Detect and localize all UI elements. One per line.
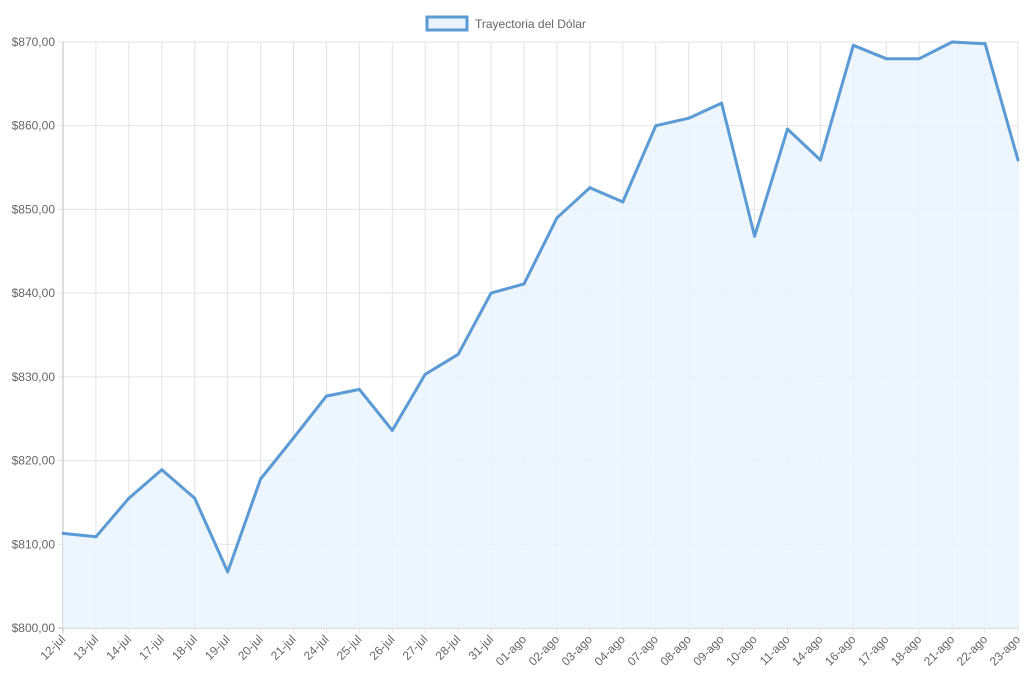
x-tick-label: 27-jul	[400, 632, 431, 663]
legend-label: Trayectoria del Dólar	[475, 17, 586, 31]
data-point[interactable]	[687, 116, 691, 120]
y-tick-label: $830,00	[12, 370, 56, 384]
x-tick-label: 17-ago	[855, 632, 892, 669]
data-point[interactable]	[884, 57, 888, 61]
data-point[interactable]	[753, 234, 757, 238]
data-point[interactable]	[1016, 158, 1020, 162]
data-point[interactable]	[94, 535, 98, 539]
x-tick-label: 08-ago	[657, 632, 694, 669]
x-tick-label: 13-jul	[70, 632, 101, 663]
data-point[interactable]	[226, 570, 230, 574]
data-point[interactable]	[489, 291, 493, 295]
x-tick-label: 02-ago	[526, 632, 563, 669]
x-tick-label: 18-jul	[169, 632, 200, 663]
x-tick-label: 14-jul	[103, 632, 134, 663]
data-point[interactable]	[785, 127, 789, 131]
x-tick-label: 19-jul	[202, 632, 233, 663]
data-point[interactable]	[292, 436, 296, 440]
x-tick-label: 21-ago	[921, 632, 958, 669]
data-point[interactable]	[621, 200, 625, 204]
data-point[interactable]	[720, 101, 724, 105]
data-point[interactable]	[818, 158, 822, 162]
y-tick-label: $820,00	[12, 454, 56, 468]
x-tick-label: 31-jul	[466, 632, 497, 663]
x-tick-label: 14-ago	[789, 632, 826, 669]
x-tick-label: 01-ago	[493, 632, 530, 669]
x-tick-label: 03-ago	[559, 632, 596, 669]
data-point[interactable]	[522, 282, 526, 286]
data-point[interactable]	[357, 387, 361, 391]
y-tick-label: $870,00	[12, 35, 56, 49]
data-point[interactable]	[456, 352, 460, 356]
y-tick-label: $860,00	[12, 119, 56, 133]
x-tick-label: 20-jul	[235, 632, 266, 663]
x-tick-label: 28-jul	[433, 632, 464, 663]
x-tick-label: 26-jul	[367, 632, 398, 663]
y-tick-label: $810,00	[12, 537, 56, 551]
series-area-fill	[63, 42, 1018, 628]
series-line	[62, 40, 1020, 574]
y-tick-label: $840,00	[12, 286, 56, 300]
data-point[interactable]	[390, 428, 394, 432]
x-axis-ticks: 12-jul 13-jul 14-jul 17-jul 18-jul 19-jul 20-j…	[37, 632, 1023, 669]
x-tick-label: 21-jul	[268, 632, 299, 663]
legend[interactable]: Trayectoria del Dólar	[425, 15, 586, 32]
x-tick-label: 23-ago	[987, 632, 1024, 669]
x-tick-label: 11-ago	[757, 632, 793, 668]
data-point[interactable]	[324, 394, 328, 398]
legend-swatch	[425, 15, 469, 32]
x-tick-label: 24-jul	[301, 632, 332, 663]
x-tick-label: 18-ago	[888, 632, 925, 669]
y-tick-label: $850,00	[12, 202, 56, 216]
y-axis-ticks: $800,00 $810,00 $820,00 $830,00 $840,00 $850,…	[12, 35, 56, 635]
data-point[interactable]	[917, 57, 921, 61]
y-tick-label: $800,00	[12, 621, 56, 635]
data-point[interactable]	[555, 216, 559, 220]
data-point[interactable]	[259, 477, 263, 481]
x-tick-label: 07-ago	[625, 632, 662, 669]
x-tick-label: 04-ago	[592, 632, 629, 669]
data-point[interactable]	[654, 124, 658, 128]
data-point[interactable]	[160, 468, 164, 472]
data-point[interactable]	[127, 496, 131, 500]
x-tick-label: 16-ago	[822, 632, 859, 669]
data-point[interactable]	[193, 496, 197, 500]
data-point[interactable]	[588, 186, 592, 190]
x-tick-label: 17-jul	[136, 632, 167, 663]
data-point[interactable]	[983, 42, 987, 46]
data-point[interactable]	[61, 531, 65, 535]
x-tick-label: 22-ago	[954, 632, 991, 669]
x-tick-label: 12-jul	[37, 632, 68, 663]
x-tick-label: 25-jul	[334, 632, 365, 663]
x-tick-label: 09-ago	[690, 632, 727, 669]
data-point[interactable]	[851, 43, 855, 47]
data-point[interactable]	[950, 40, 954, 44]
x-tick-label: 10-ago	[723, 632, 760, 669]
data-point[interactable]	[423, 372, 427, 376]
